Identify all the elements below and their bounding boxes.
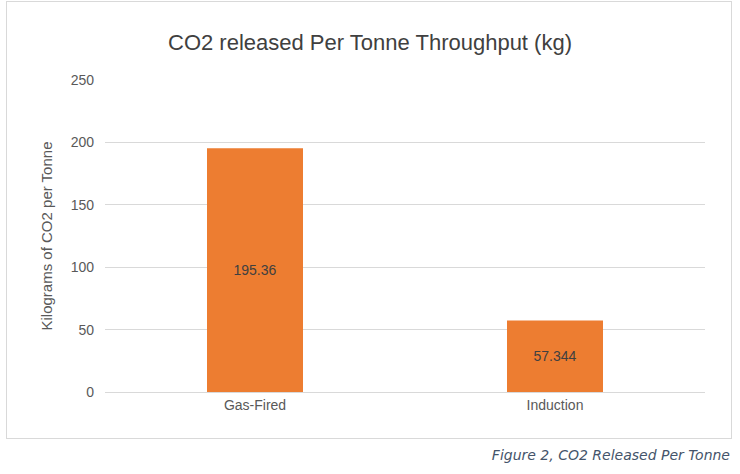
- svg-text:57.344: 57.344: [533, 348, 576, 364]
- svg-text:Gas-Fired: Gas-Fired: [224, 397, 286, 413]
- svg-text:250: 250: [71, 72, 95, 88]
- svg-text:Induction: Induction: [527, 397, 584, 413]
- svg-text:100: 100: [71, 259, 95, 275]
- svg-text:Kilograms of CO2 per Tonne: Kilograms of CO2 per Tonne: [38, 142, 55, 331]
- svg-text:195.36: 195.36: [233, 262, 276, 278]
- svg-text:200: 200: [71, 134, 95, 150]
- svg-text:0: 0: [86, 384, 94, 400]
- html-text:Figure 2, CO2 Released Per Ton: Figure 2, CO2 Released Per Tonne: [491, 447, 730, 463]
- svg-text:50: 50: [78, 322, 94, 338]
- svg-text:CO2 released Per Tonne Through: CO2 released Per Tonne Throughput (kg): [168, 30, 572, 55]
- svg-text:150: 150: [71, 197, 95, 213]
